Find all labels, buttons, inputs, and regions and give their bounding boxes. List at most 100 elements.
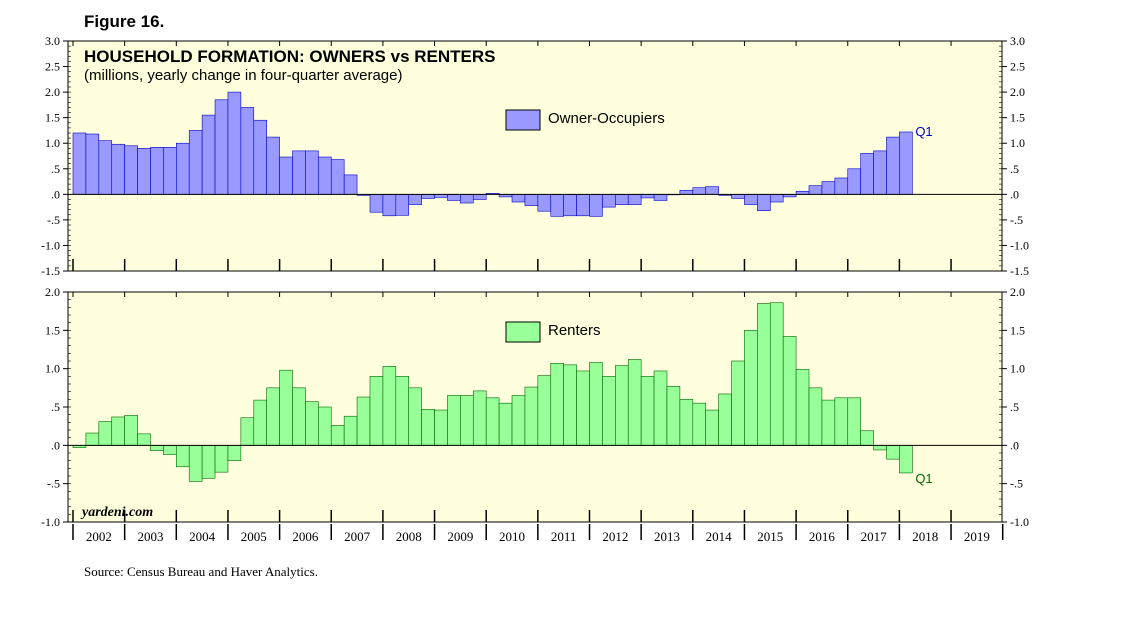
owners-bar (524, 194, 539, 206)
renters-bar (201, 445, 216, 479)
renters-bar (524, 386, 539, 446)
owners-bar (460, 194, 474, 204)
owners-bar (382, 194, 397, 217)
owners-bar (85, 133, 100, 195)
renters-bar (653, 370, 668, 446)
owners-bar (550, 194, 564, 217)
renters-bar (266, 387, 280, 446)
owners-bar (369, 194, 384, 213)
renters-bar (615, 365, 629, 446)
owners-bar (343, 174, 358, 195)
owners-bar (318, 156, 332, 195)
owners-bar (860, 153, 874, 195)
renters-bar (305, 401, 319, 446)
owners-bar (163, 147, 177, 195)
renters-bar (124, 415, 138, 446)
x-axis-year-labels: 2002 2003 2004 2005 2006 2007 2008 2009 2010 2011… (72, 524, 1004, 544)
renters-bar (782, 336, 797, 446)
owners-bar (834, 177, 849, 195)
owners-ytick-label-right: -1.5 (1010, 264, 1029, 278)
year-label: 2004 (189, 529, 216, 544)
renters-bar (550, 362, 564, 446)
year-label: 2005 (241, 529, 267, 544)
renters-bar (679, 399, 694, 446)
owners-ytick-label-left: 2.5 (45, 60, 60, 74)
renters-ytick-label-right: .5 (1010, 400, 1019, 414)
renters-ytick-label-left: .0 (51, 438, 60, 452)
renters-bar (253, 399, 267, 446)
renters-bar (421, 408, 435, 446)
renters-bar (602, 376, 616, 446)
renters-ytick-label-right: -.5 (1010, 477, 1023, 491)
owners-ytick-label-left: -.5 (47, 213, 60, 227)
renters-ytick-label-right: 2.0 (1010, 285, 1025, 299)
owners-bar (769, 194, 784, 203)
renters-bar (808, 387, 823, 446)
owners-ytick-label-right: 1.5 (1010, 111, 1025, 125)
renters-bar (137, 433, 151, 446)
renters-bar (537, 375, 552, 446)
renters-bar (408, 387, 422, 446)
owners-bar (472, 194, 487, 200)
year-label: 2006 (292, 529, 319, 544)
renters-bar (163, 445, 177, 455)
owners-bar (821, 181, 836, 195)
renters-bar (511, 395, 526, 446)
owners-ytick-label-left: 3.0 (45, 34, 60, 48)
owners-bar (214, 99, 229, 195)
owners-bar (111, 143, 125, 195)
renters-bar (460, 395, 474, 446)
renters-bar (640, 376, 655, 446)
year-label: 2008 (396, 529, 422, 544)
renters-bar (485, 397, 500, 446)
owners-ytick-label-right: 1.0 (1010, 136, 1025, 150)
owners-bar (124, 145, 138, 195)
renters-bar (150, 445, 164, 452)
renters-bar (472, 390, 487, 446)
renters-bar (279, 369, 293, 446)
renters-bar (214, 445, 229, 473)
renters-bar (873, 445, 887, 451)
renters-bar (318, 406, 332, 446)
owners-bar (808, 185, 823, 195)
renters-bar (434, 409, 448, 446)
renters-bar (227, 445, 242, 461)
renters-ytick-label-left: .5 (51, 400, 60, 414)
owners-bar (731, 194, 745, 199)
renters-ytick-label-left: 1.0 (45, 362, 60, 376)
owners-bar (692, 187, 707, 195)
owners-bar (640, 194, 655, 199)
owners-bar (589, 194, 603, 217)
owners-bar (292, 150, 306, 195)
renters-ytick-label-left: 2.0 (45, 285, 60, 299)
renters-bar (589, 362, 603, 446)
renters-ytick-label-left: 1.5 (45, 323, 60, 337)
renters-bar (85, 432, 100, 446)
renters-legend-label: Renters (548, 322, 601, 339)
owners-ytick-label-left: .5 (51, 162, 60, 176)
renters-y-axis: -1.0 -1.0 -.5 -.5 .0 .0 .5 .5 1.0 1.0 1.5 1.5 2.0 2.0 (41, 285, 1029, 529)
renters-bar (731, 360, 745, 446)
owners-y-axis: -1.5 -1.5 -1.0 -1.0 -.5 -.5 .0 .0 .5 .5 1.0 1.0 1.5 1… (41, 34, 1029, 278)
year-label: 2016 (809, 529, 836, 544)
year-label: 2011 (551, 529, 577, 544)
renters-bar (757, 303, 771, 446)
owners-legend-label: Owner-Occupiers (548, 110, 665, 127)
year-label: 2013 (654, 529, 680, 544)
renters-bar (769, 302, 784, 446)
renters-end-label: Q1 (915, 471, 932, 486)
year-label: 2014 (706, 529, 733, 544)
owners-x-ticks (72, 41, 952, 271)
owners-bar (395, 194, 410, 216)
owners-ytick-label-right: .5 (1010, 162, 1019, 176)
owners-ytick-label-right: 3.0 (1010, 34, 1025, 48)
owners-bar (330, 159, 345, 195)
owners-bar (421, 194, 435, 199)
owners-bar (447, 194, 461, 201)
owners-ytick-label-left: .0 (51, 187, 60, 201)
owners-bar (563, 194, 577, 217)
owners-bar (602, 194, 616, 208)
renters-bar (718, 393, 732, 446)
year-label: 2002 (86, 529, 112, 544)
